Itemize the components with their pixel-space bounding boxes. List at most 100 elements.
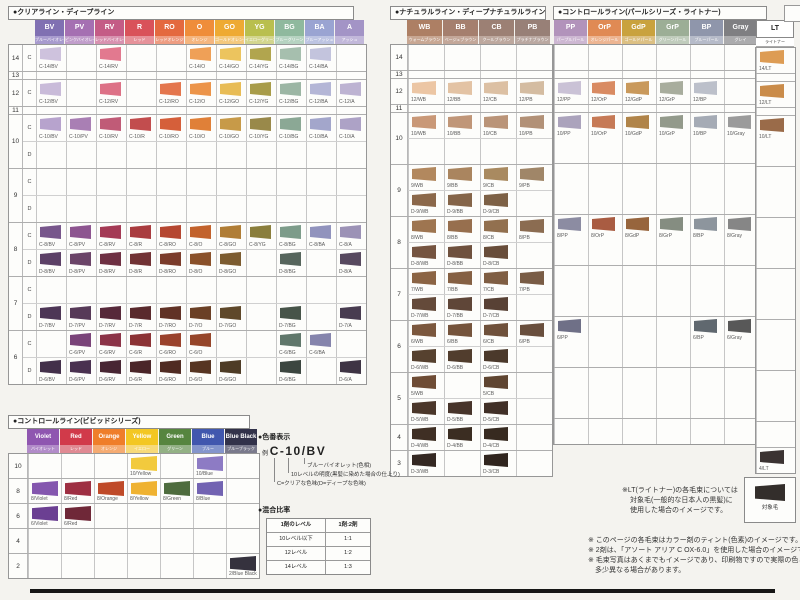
grid-cell bbox=[444, 139, 480, 164]
level-number: 10 bbox=[9, 454, 28, 478]
natural-line-table: WB ウォームブラウン BB ベージュブラウン CB クールブラウン PB プラチナブラウン 1… bbox=[390, 20, 553, 477]
column-code: Violet bbox=[27, 429, 59, 445]
grid-cell bbox=[516, 139, 552, 164]
mix-ratio-value: 1:2 bbox=[344, 550, 352, 556]
column-subtitle: バイオレット bbox=[27, 445, 59, 453]
scan-edge-bar bbox=[30, 589, 775, 593]
subrows bbox=[756, 167, 795, 217]
swatch-label: 12/WB bbox=[411, 97, 427, 103]
mix-ratio-row: 10レベル以下 1:1 bbox=[267, 532, 370, 546]
subrows: D-3/WB D-3/CB bbox=[408, 451, 552, 476]
grid-cell: C-14/O bbox=[186, 45, 216, 71]
hair-swatch-7/WB bbox=[412, 271, 436, 285]
grid-cell bbox=[306, 250, 336, 276]
swatch-label: C-6/BG bbox=[279, 350, 296, 356]
hair-swatch-10/PP bbox=[558, 115, 581, 129]
swatch-label: 10/BB bbox=[447, 131, 461, 137]
hair-swatch-D-4/WB bbox=[412, 427, 436, 441]
grid-cell bbox=[690, 419, 724, 444]
grid-cell bbox=[480, 139, 516, 164]
column-header-PP: PP パープルパール bbox=[554, 20, 587, 44]
grid-cell: 7/WB bbox=[408, 269, 444, 294]
swatch-label: 10/Gray bbox=[727, 131, 745, 137]
hair-swatch-C-12/BG bbox=[280, 82, 301, 96]
grid-cell bbox=[408, 45, 444, 70]
swatch-row: 8/WB 8/BB 8/CB 8/PB bbox=[408, 217, 552, 243]
grid-cell: D-5/CB bbox=[480, 399, 516, 424]
hair-swatch-14/LT bbox=[760, 50, 784, 64]
cd-cell: C bbox=[27, 287, 32, 293]
swatch-row: D bbox=[23, 196, 366, 222]
grid-cell bbox=[156, 169, 186, 195]
column-header-RO: RO レッドオレンジ bbox=[155, 20, 184, 44]
grid-cell bbox=[444, 451, 480, 476]
swatch-label: 12/GrP bbox=[659, 97, 675, 103]
column-code: Yellow bbox=[126, 429, 158, 445]
swatch-label: 8/Orange bbox=[97, 496, 118, 502]
swatch-label: D-7/WB bbox=[411, 313, 429, 319]
grid-cell: 12/GrP bbox=[656, 79, 690, 104]
grid-cell bbox=[554, 393, 588, 418]
grid-cell bbox=[336, 277, 366, 303]
grid-cell: C-6/O bbox=[186, 331, 216, 357]
column-header-LT: LT ライトナー bbox=[756, 20, 794, 47]
column-subtitle: ピンクバイオレット bbox=[65, 36, 94, 44]
grid-cell: 10/Blue bbox=[193, 454, 226, 478]
hair-swatch-12/BB bbox=[448, 81, 472, 95]
column-code: BA bbox=[305, 20, 334, 36]
subrows: 8/Violet 8/Red 8/Orange 8/Yellow 8/Green 8/Bl… bbox=[28, 479, 259, 503]
footnote-line: 多少異なる場合があります。 bbox=[588, 567, 686, 574]
hair-swatch-9/WB bbox=[412, 167, 436, 181]
grid-cell bbox=[588, 105, 622, 112]
swatch-label: D-6/BV bbox=[39, 377, 56, 383]
table-body: 14/LT 12/LT 10/LT 4/LT bbox=[755, 47, 796, 474]
grid-cell bbox=[66, 80, 96, 106]
swatch-label: 6/WB bbox=[411, 339, 424, 345]
grid-cell bbox=[126, 107, 156, 114]
column-code: PP bbox=[554, 20, 587, 36]
grid-cell: D-6/GO bbox=[216, 358, 246, 384]
grid-cell bbox=[186, 107, 216, 114]
grid-cell: 9/BB bbox=[444, 165, 480, 190]
table-body: 10 10/Yellow 10/Blue 8 8/Violet 8/Red 8/Orange… bbox=[8, 453, 260, 579]
swatch-row bbox=[23, 107, 366, 114]
swatch-label: C-6/PV bbox=[69, 350, 86, 356]
grid-cell bbox=[66, 45, 96, 71]
swatch-label: D-6/PV bbox=[69, 377, 86, 383]
grid-cell bbox=[28, 529, 61, 553]
column-header-RV: RVレッドバイオレット bbox=[95, 20, 124, 44]
hair-swatch-8/BP bbox=[694, 217, 717, 231]
grid-cell bbox=[276, 107, 306, 114]
grid-cell: 12/LT bbox=[756, 82, 795, 107]
grid-cell bbox=[94, 504, 127, 528]
level-group bbox=[554, 368, 758, 419]
grid-cell bbox=[306, 358, 336, 384]
level-number: 13 bbox=[391, 71, 408, 78]
swatch-label: 10/GdP bbox=[625, 131, 642, 137]
level-number: 8 bbox=[9, 223, 23, 276]
grid-cell: D-7/WB bbox=[408, 295, 444, 320]
subrows: 10/PP 10/OrP 10/GdP 10/GrP 10/BP 10/Gray bbox=[554, 113, 758, 163]
swatch-label: 10/BP bbox=[693, 131, 707, 137]
swatch-row bbox=[554, 291, 758, 316]
swatch-row: 8/PP 8/OrP 8/GdP 8/GrP 8/BP 8/Gray bbox=[554, 215, 758, 240]
swatch-label: D-7/PV bbox=[69, 323, 86, 329]
grid-cell: 8/Red bbox=[61, 479, 94, 503]
grid-cell bbox=[127, 554, 160, 578]
swatch-row bbox=[756, 108, 795, 115]
level-number: 6 bbox=[9, 504, 28, 528]
grid-cell: 14/LT bbox=[756, 48, 795, 73]
level-group bbox=[756, 422, 795, 448]
grid-cell bbox=[226, 504, 259, 528]
hair-swatch-C-14/O bbox=[190, 47, 211, 61]
swatch-label: C-8/BV bbox=[39, 242, 56, 248]
hair-swatch-D-7/A bbox=[340, 306, 361, 320]
hair-swatch-C-14/BA bbox=[310, 47, 331, 61]
cd-cell bbox=[23, 72, 36, 79]
cd-cell: C bbox=[27, 341, 32, 347]
grid-cell bbox=[216, 331, 246, 357]
grid-cell bbox=[126, 72, 156, 79]
cd-cell: D bbox=[27, 152, 32, 158]
grid-cell: 10/OrP bbox=[588, 113, 622, 138]
